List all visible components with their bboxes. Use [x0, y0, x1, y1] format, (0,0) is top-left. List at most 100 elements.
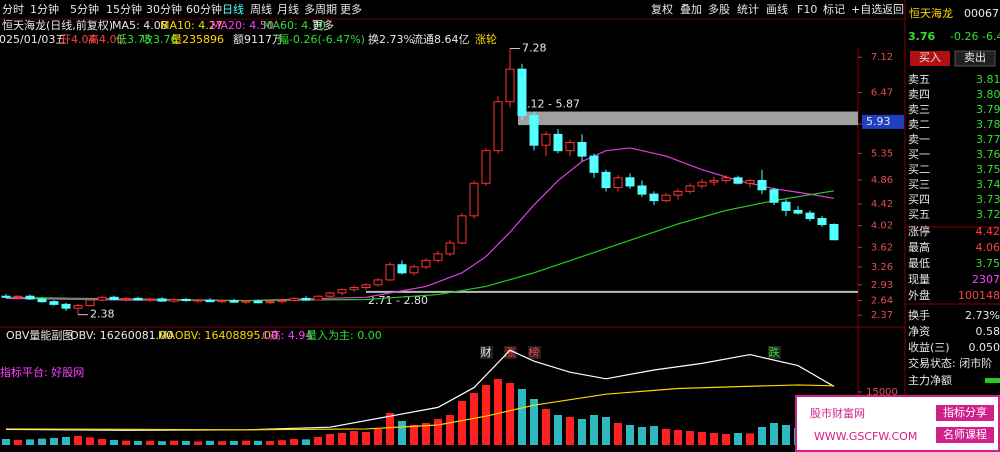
volume-bar [182, 441, 190, 445]
y-tick-label: 5.35 [871, 148, 893, 159]
volume-bar [242, 440, 250, 445]
volume-bar [770, 423, 778, 445]
stock-code: 00067 [964, 7, 999, 20]
period-tab[interactable]: 分时 [2, 3, 24, 16]
y-tick-label: 2.37 [871, 310, 893, 321]
candle-body [337, 289, 347, 294]
cursor-tag [862, 114, 904, 129]
volume-bar [530, 399, 538, 445]
candle-body [109, 296, 119, 300]
candle-body [673, 190, 683, 196]
candle-body [169, 298, 179, 302]
info-field: 涨轮 [475, 32, 497, 46]
candle-body [781, 201, 791, 211]
candle-body [49, 301, 59, 305]
candle-body [433, 253, 443, 261]
book-price: 3.81 [976, 73, 1000, 86]
event-tag-bg [768, 346, 781, 359]
ma-label: MA10: 4.27 [160, 19, 223, 32]
buy-button[interactable]: 买入 [919, 51, 941, 64]
y-tick-label: 3.62 [871, 242, 893, 253]
volume-bar [98, 439, 106, 445]
candle-body [625, 177, 635, 187]
sell-button-bg[interactable] [954, 50, 996, 67]
volume-bar [674, 430, 682, 445]
candle-body [589, 155, 599, 173]
price-pct: -6.4 [982, 30, 1000, 43]
candle-body [529, 114, 539, 146]
period-tab[interactable]: 1分钟 [30, 2, 59, 16]
stat-value: 100148 [958, 289, 1000, 302]
toolbar-button[interactable]: 画线 [766, 2, 788, 16]
period-tab[interactable]: 更多 [340, 2, 362, 16]
info-field: 量235896 [171, 33, 224, 46]
y-tick-label: 6.47 [871, 88, 893, 99]
volume-bar [662, 429, 670, 445]
candle-body [145, 298, 155, 301]
candle-body [553, 133, 563, 152]
candle-body [385, 264, 395, 281]
candle-body [1, 295, 11, 298]
candle-body [565, 142, 575, 152]
volume-bar [62, 437, 70, 445]
period-tab[interactable]: 月线 [277, 2, 299, 16]
sell-button[interactable]: 卖出 [964, 50, 986, 64]
y-tick-label: 2.64 [871, 296, 893, 307]
flow-bar [985, 378, 1000, 383]
toolbar-button[interactable]: 统计 [737, 3, 759, 16]
info-field: 开4.04 [60, 33, 96, 46]
volume-bar [374, 429, 382, 445]
stat-label: 净资 [908, 324, 930, 338]
candle-body [769, 189, 779, 203]
price-zone [518, 111, 858, 126]
period-tab[interactable]: 5分钟 [70, 2, 99, 16]
book-price: 3.73 [976, 193, 1000, 206]
event-tag: 涨 [505, 346, 516, 359]
indicator-field: 量入为主: 0.00 [306, 329, 382, 342]
toolbar-button[interactable]: 叠加 [680, 3, 702, 16]
candle-body [805, 212, 815, 220]
period-tab[interactable]: 周线 [250, 2, 272, 16]
info-field: 幅-0.26(-6.47%) [278, 33, 365, 46]
toolbar-button[interactable]: F10 [797, 3, 817, 16]
toolbar-button[interactable]: 多股 [708, 2, 730, 16]
period-tab[interactable]: 日线 [222, 2, 244, 16]
info-field: 额9117万 [233, 33, 283, 46]
book-price: 3.79 [976, 103, 1000, 116]
watermark-tag: 指标分享 [943, 405, 987, 419]
volume-bar [14, 440, 22, 445]
volume-bar [566, 417, 574, 445]
toolbar-button[interactable]: +自选 [851, 3, 882, 16]
volume-bar [266, 441, 274, 445]
period-tab[interactable]: 30分钟 [146, 2, 182, 16]
toolbar-button[interactable]: 返回 [882, 3, 904, 16]
book-price: 3.76 [976, 148, 1000, 161]
stat-label: 最高 [908, 240, 930, 254]
more-link[interactable]: 更多 [312, 18, 334, 32]
period-tab[interactable]: 15分钟 [106, 2, 142, 16]
toolbar-button[interactable]: 标记 [823, 2, 845, 16]
volume-bar [602, 417, 610, 445]
volume-bar [446, 415, 454, 445]
candle-body [649, 193, 659, 202]
candle-body [577, 142, 587, 157]
candle-body [205, 299, 215, 303]
candle-body [217, 300, 227, 303]
toolbar-button[interactable]: 复权 [651, 2, 673, 16]
buy-button-bg[interactable] [910, 51, 950, 66]
volume-bar [218, 441, 226, 445]
annotation: 7.28 [522, 42, 547, 55]
candle-body [253, 300, 263, 304]
candle-body [181, 298, 191, 302]
candle-body [541, 133, 551, 146]
volume-bar [38, 438, 46, 445]
stat-value: 0.58 [976, 325, 1000, 338]
candle-body [793, 209, 803, 214]
book-price: 3.75 [976, 163, 1000, 176]
indicator-name: OBV量能副图 [6, 328, 73, 342]
candle-body [613, 177, 623, 189]
period-tab[interactable]: 60分钟 [186, 2, 222, 16]
event-tag: 财 [481, 345, 492, 359]
period-tab[interactable]: 多周期 [304, 2, 337, 16]
